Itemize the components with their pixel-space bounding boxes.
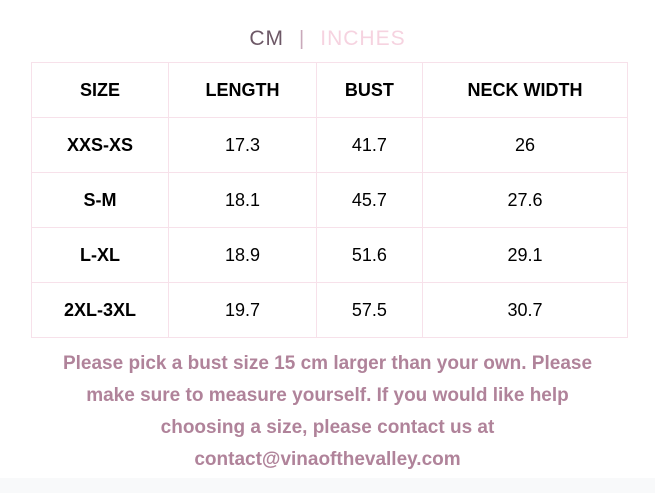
unit-toggle-divider: | — [299, 28, 306, 50]
cell-size: L-XL — [30, 227, 170, 283]
cell-size: XXS-XS — [30, 117, 170, 173]
cell-size: 2XL-3XL — [30, 282, 170, 338]
cell-length: 18.1 — [168, 172, 317, 228]
column-header-neck-width: NECK WIDTH — [421, 62, 629, 118]
column-header-size: SIZE — [30, 62, 170, 118]
cell-bust: 57.5 — [315, 282, 423, 338]
cell-neck-width: 26 — [421, 117, 629, 173]
sizing-note-line: choosing a size, please contact us at — [160, 417, 495, 438]
cell-size: S-M — [30, 172, 170, 228]
unit-toggle: CM | INCHES — [0, 0, 655, 51]
cell-length: 17.3 — [168, 117, 317, 173]
bottom-strip — [0, 478, 655, 493]
table-row: XXS-XS 17.3 41.7 26 — [30, 117, 629, 173]
table-header-row: SIZE LENGTH BUST NECK WIDTH — [30, 62, 629, 118]
table-row: L-XL 18.9 51.6 29.1 — [30, 227, 629, 283]
table-row: S-M 18.1 45.7 27.6 — [30, 172, 629, 228]
cell-bust: 45.7 — [315, 172, 423, 228]
cell-neck-width: 29.1 — [421, 227, 629, 283]
table-row: 2XL-3XL 19.7 57.5 30.7 — [30, 282, 629, 338]
cell-bust: 51.6 — [315, 227, 423, 283]
cell-length: 19.7 — [168, 282, 317, 338]
column-header-length: LENGTH — [168, 62, 317, 118]
cell-length: 18.9 — [168, 227, 317, 283]
column-header-bust: BUST — [315, 62, 423, 118]
cell-neck-width: 27.6 — [421, 172, 629, 228]
cell-neck-width: 30.7 — [421, 282, 629, 338]
unit-toggle-cm[interactable]: CM — [249, 27, 285, 50]
unit-toggle-inches[interactable]: INCHES — [320, 27, 406, 50]
sizing-note-line: Please pick a bust size 15 cm larger tha… — [62, 353, 593, 374]
cell-bust: 41.7 — [315, 117, 423, 173]
contact-email: contact@vinaofthevalley.com — [194, 449, 461, 470]
size-chart-table: SIZE LENGTH BUST NECK WIDTH XXS-XS 17.3 … — [30, 62, 629, 338]
sizing-note: Please pick a bust size 15 cm larger tha… — [0, 348, 655, 476]
sizing-note-line: make sure to measure yourself. If you wo… — [86, 385, 569, 406]
